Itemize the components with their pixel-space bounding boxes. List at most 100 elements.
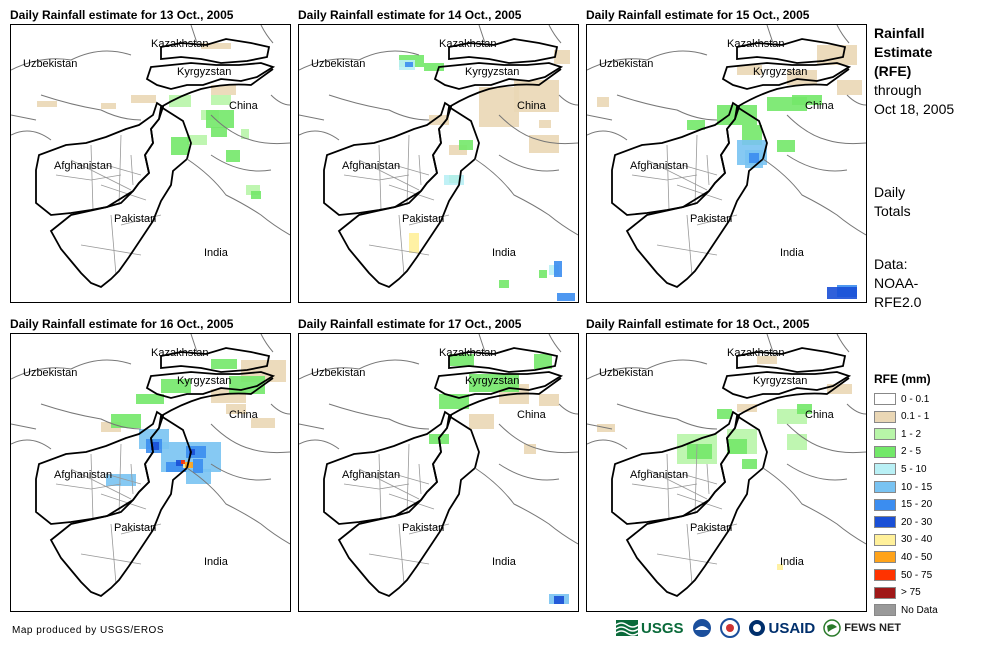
- map-canvas: [11, 334, 290, 598]
- rainfall-cell: [226, 150, 240, 162]
- province-borders: [343, 443, 450, 585]
- rainfall-map-13: Kazakhstan Uzbekistan Kyrgyzstan China Afgha…: [10, 24, 291, 303]
- rainfall-cell: [206, 110, 234, 128]
- country-label-india: India: [204, 556, 228, 568]
- regional-border: [587, 25, 866, 172]
- kazakhstan-border: [160, 38, 271, 64]
- panel-title-15: Daily Rainfall estimate for 15 Oct., 200…: [586, 8, 810, 22]
- country-label-kazakhstan: Kazakhstan: [151, 38, 209, 50]
- country-label-pakistan: Pakistan: [114, 522, 157, 534]
- rainfall-map-16: Kazakhstan Uzbekistan Kyrgyzstan China Afgha…: [10, 333, 291, 612]
- rainfall-cell: [246, 185, 260, 195]
- usaid-seal-icon: [748, 620, 765, 636]
- rainfall-cell: [171, 137, 189, 155]
- rainfall-cell: [211, 359, 237, 369]
- side-data: Data: NOAA- RFE2.0: [874, 255, 921, 312]
- legend-item: 20 - 30: [874, 514, 932, 530]
- rainfall-cell: [787, 434, 807, 450]
- china-border: [736, 377, 850, 417]
- country-label-kazakhstan: Kazakhstan: [151, 347, 209, 359]
- legend-swatch: [874, 551, 896, 564]
- rainfall-map-14: Kazakhstan Uzbekistan Kyrgyzstan China Afgha…: [298, 24, 579, 303]
- afghanistan-border: [611, 410, 741, 525]
- legend-item: 0 - 0.1: [874, 391, 929, 407]
- panel-title-17: Daily Rainfall estimate for 17 Oct., 200…: [298, 317, 522, 331]
- panel-title-14: Daily Rainfall estimate for 14 Oct., 200…: [298, 8, 522, 22]
- legend-label: 2 - 5: [901, 446, 922, 458]
- rainfall-cell: [211, 95, 231, 105]
- rainfall-cell: [539, 394, 559, 406]
- legend-item: 5 - 10: [874, 461, 927, 477]
- country-label-china: China: [229, 409, 258, 421]
- rainfall-cell: [405, 62, 413, 67]
- india-border: [762, 467, 866, 545]
- side-line3: (RFE): [874, 63, 912, 79]
- rainfall-cell: [37, 101, 57, 107]
- country-label-india: India: [780, 247, 804, 259]
- country-label-kazakhstan: Kazakhstan: [439, 38, 497, 50]
- country-label-china: China: [517, 100, 546, 112]
- rainfall-cell: [181, 460, 185, 464]
- map-canvas: [587, 334, 866, 598]
- rainfall-cell: [201, 43, 231, 49]
- legend-item: 15 - 20: [874, 497, 932, 513]
- rainfall-cell: [742, 459, 757, 469]
- rainfall-cell: [469, 414, 494, 429]
- country-label-afghanistan: Afghanistan: [54, 469, 113, 481]
- side-daily1: Daily: [874, 184, 906, 200]
- rainfall-cell: [837, 80, 862, 95]
- legend-label: 10 - 15: [901, 481, 933, 493]
- kyrgyzstan-border: [721, 62, 852, 90]
- rainfall-cell: [409, 233, 419, 253]
- legend-swatch: [874, 445, 896, 458]
- rainfall-cell: [524, 444, 536, 454]
- rainfall-cell: [554, 261, 562, 277]
- side-data3: RFE2.0: [874, 294, 922, 310]
- rainfall-cell: [827, 384, 852, 394]
- country-label-kazakhstan: Kazakhstan: [727, 347, 785, 359]
- rainfall-cell: [106, 474, 136, 486]
- legend-item: 0.1 - 1: [874, 409, 929, 425]
- country-label-pakistan: Pakistan: [690, 522, 733, 534]
- afghanistan-border: [323, 410, 453, 525]
- india-border: [186, 158, 290, 236]
- rainfall-cell: [169, 95, 191, 107]
- province-borders: [55, 443, 162, 585]
- india-border: [762, 158, 866, 236]
- country-label-uzbekistan: Uzbekistan: [311, 367, 366, 379]
- kyrgyzstan-border: [433, 62, 564, 90]
- legend-label: 0.1 - 1: [901, 411, 930, 423]
- rainfall-cell: [189, 449, 195, 455]
- legend-label: No Data: [901, 604, 938, 616]
- rainfall-cell: [797, 404, 812, 414]
- logo-bar: USGS USAID FEWS NET: [616, 618, 901, 638]
- legend-label: 0 - 0.1: [901, 393, 930, 405]
- kyrgyzstan-border: [433, 371, 564, 399]
- country-label-uzbekistan: Uzbekistan: [23, 367, 78, 379]
- legend-swatch: [874, 498, 896, 511]
- country-label-afghanistan: Afghanistan: [630, 469, 689, 481]
- china-border: [448, 68, 562, 108]
- map-canvas: [587, 25, 866, 299]
- rainfall-cell: [193, 459, 203, 473]
- legend-item: No Data: [874, 602, 938, 618]
- noaa-logo-icon: [692, 619, 711, 637]
- legend-swatch: [874, 463, 896, 476]
- country-label-china: China: [517, 409, 546, 421]
- rainfall-cell: [687, 444, 712, 459]
- fews-logo: FEWS NET: [823, 619, 901, 637]
- rainfall-cell: [777, 564, 783, 570]
- legend-swatch: [874, 604, 896, 617]
- panel-title-13: Daily Rainfall estimate for 13 Oct., 200…: [10, 8, 234, 22]
- kazakhstan-border: [160, 347, 271, 373]
- legend-label: > 75: [901, 587, 921, 599]
- side-heading: Rainfall Estimate (RFE) through Oct 18, …: [874, 24, 954, 119]
- india-border: [186, 467, 290, 545]
- map-canvas: [11, 25, 290, 289]
- rainfall-cell: [749, 153, 759, 163]
- rainfall-cell: [449, 354, 474, 366]
- country-label-afghanistan: Afghanistan: [54, 160, 113, 172]
- legend-label: 40 - 50: [901, 551, 933, 563]
- legend-label: 20 - 30: [901, 516, 933, 528]
- country-label-india: India: [492, 556, 516, 568]
